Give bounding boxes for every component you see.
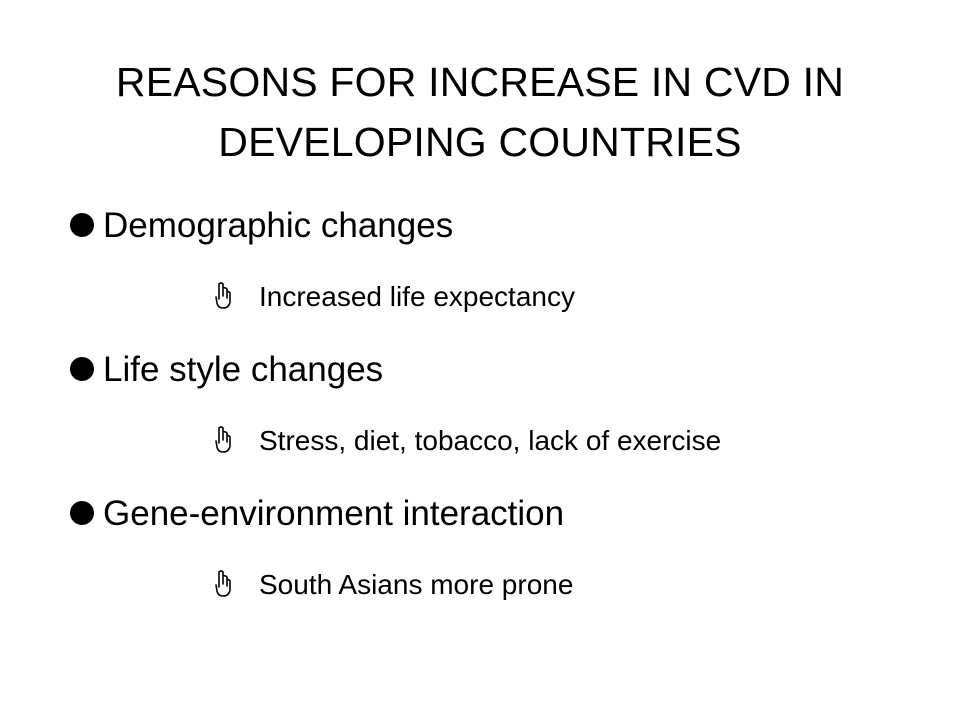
slide-title: REASONS FOR INCREASE IN CVD IN DEVELOPIN… — [60, 52, 900, 172]
bullet-label: Life style changes — [103, 350, 384, 389]
sub-bullet-label: South Asians more prone — [259, 569, 574, 600]
bullet-label: Gene-environment interaction — [103, 494, 565, 533]
pointing-hand-icon — [215, 425, 231, 453]
sub-bullet-label: Increased life expectancy — [259, 281, 575, 312]
sub-bullet-label: Stress, diet, tobacco, lack of exercise — [259, 425, 722, 456]
bullet-label: Demographic changes — [103, 206, 454, 245]
sub-bullet-item: South Asians more prone — [213, 567, 573, 603]
bullet-dot-icon — [70, 500, 94, 525]
bullet-dot-icon — [70, 212, 94, 237]
pointing-hand-icon — [215, 281, 231, 309]
bullet-dot-icon — [70, 356, 94, 381]
title-line-2: DEVELOPING COUNTRIES — [218, 119, 742, 165]
bullet-item-gene-environment: Gene-environment interaction — [70, 492, 564, 536]
sub-bullet-item: Increased life expectancy — [213, 279, 575, 315]
title-line-1: REASONS FOR INCREASE IN CVD IN — [115, 59, 845, 105]
sub-bullet-item: Stress, diet, tobacco, lack of exercise — [213, 423, 721, 459]
bullet-item-lifestyle: Life style changes — [70, 348, 383, 392]
pointing-hand-icon — [215, 569, 231, 597]
bullet-item-demographic: Demographic changes — [70, 204, 453, 248]
